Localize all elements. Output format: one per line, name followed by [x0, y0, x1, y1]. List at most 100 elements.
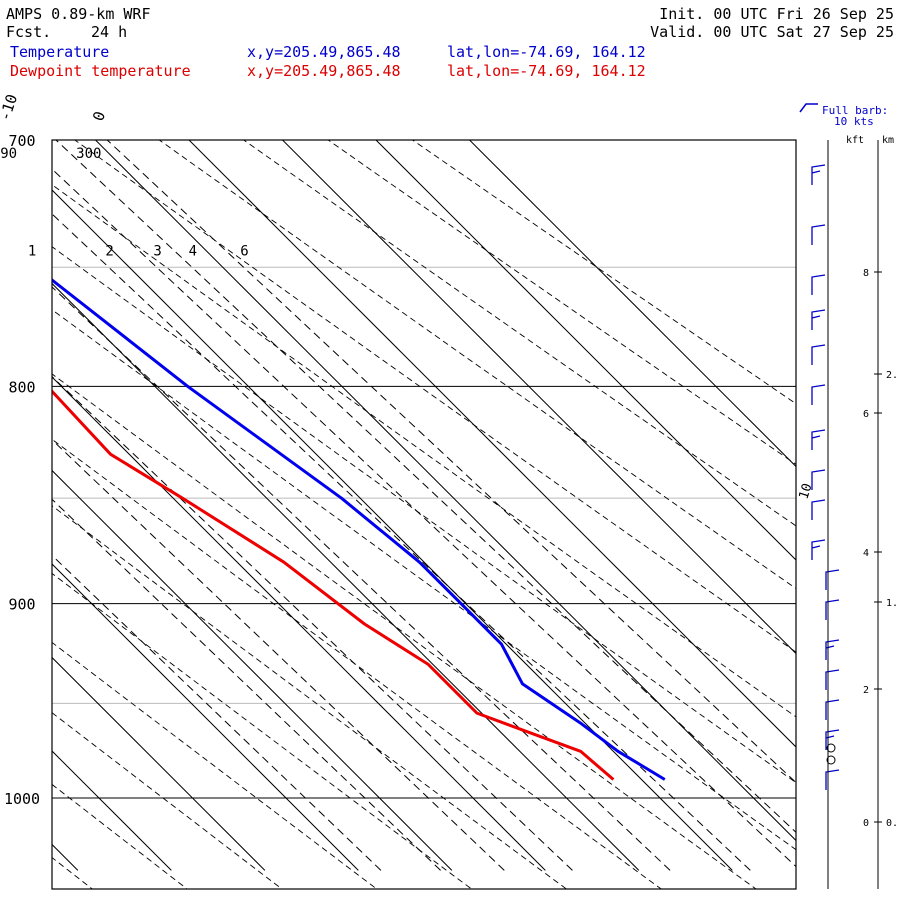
- isotherm-line: [52, 750, 172, 871]
- wind-barb: [811, 224, 826, 245]
- kft-tick-label: 0: [863, 818, 869, 829]
- km-tick-label: 2.: [886, 370, 898, 381]
- mixing-ratio-line: [52, 286, 671, 871]
- dry-adiabat-line: [158, 140, 796, 590]
- wind-barb: [825, 769, 840, 790]
- forecast-hours: 24 h: [91, 23, 128, 41]
- isotherm-line: [375, 140, 796, 561]
- wind-barb: [825, 569, 840, 590]
- dry-adiabat-line: [52, 572, 473, 889]
- kft-tick-label: 6: [863, 409, 869, 420]
- wind-barb: [825, 729, 840, 750]
- valid-time: Valid. 00 UTC Sat 27 Sep 25: [650, 23, 894, 41]
- dry-adiabat-line: [74, 140, 796, 653]
- isotherm-line: [52, 189, 733, 871]
- wind-barb: [811, 499, 826, 520]
- dry-adiabat-line: [0, 87, 10, 899]
- mixing-ratio-line: [52, 439, 505, 871]
- barb-key-line2: 10 kts: [834, 115, 874, 128]
- dewpoint-profile-line: [52, 389, 615, 781]
- kft-tick-label: 8: [863, 268, 869, 279]
- wind-barb: [811, 539, 826, 560]
- dry-adiabat-line: [52, 783, 188, 889]
- temp-latlon: lat,lon=-74.69, 164.12: [447, 43, 646, 61]
- wind-barb: [811, 384, 826, 405]
- wind-barb: [811, 164, 826, 185]
- km-tick-label: 0.: [886, 818, 898, 829]
- pressure-label: 800: [8, 378, 35, 396]
- dry-adiabat-line: [52, 505, 568, 889]
- isotherm-line: [52, 656, 266, 871]
- dry-adiabat-line: [52, 246, 796, 784]
- dry-adiabat-line: [52, 309, 796, 851]
- mixing-ratio-label: 3: [153, 243, 161, 259]
- km-tick-label: 1.: [886, 598, 898, 609]
- kft-tick-label: 4: [863, 548, 869, 559]
- dry-adiabat-line: [52, 438, 663, 889]
- mixing-ratio-label: 1: [28, 243, 36, 259]
- theta-label: 300: [76, 146, 101, 162]
- theta-label: 290: [0, 146, 17, 162]
- wind-barb: [825, 639, 840, 660]
- mixing-ratio-line: [52, 168, 796, 868]
- dewp-latlon: lat,lon=-74.69, 164.12: [447, 62, 646, 80]
- mixing-ratio-line: [106, 140, 796, 784]
- wind-barbs: 10: [797, 164, 840, 790]
- km-label: km: [882, 135, 894, 146]
- isotherm-line: [52, 282, 640, 871]
- wind-barb: [825, 599, 840, 620]
- dry-adiabat-line: [52, 641, 378, 889]
- wind-barb: [811, 429, 826, 450]
- mixing-ratio-line: [52, 375, 573, 871]
- dewp-xy: x,y=205.49,865.48: [247, 62, 401, 80]
- mixing-ratio-line: [52, 554, 382, 871]
- height-axis: kft km 8 6 4 2 0 2. 1. 0.: [827, 135, 898, 889]
- dry-adiabat-line: [242, 140, 796, 527]
- legend-dewpoint: Dewpoint temperature: [10, 62, 191, 80]
- dry-adiabat-line: [411, 140, 796, 405]
- calm-wind-circle: [826, 755, 836, 765]
- isotherm-label: -10: [0, 92, 21, 123]
- dry-adiabat-line: [52, 373, 757, 889]
- plot-frame: [51, 139, 797, 890]
- pressure-label: 1000: [4, 790, 40, 808]
- init-time: Init. 00 UTC Fri 26 Sep 25: [659, 5, 894, 23]
- pressure-label: 700: [8, 132, 35, 150]
- mixing-ratio-label: 4: [189, 243, 197, 259]
- isotherm-line: [52, 469, 453, 871]
- wind-barb: [811, 469, 826, 490]
- barb-key: Full barb: 10 kts: [799, 103, 888, 128]
- dry-adiabat-line: [327, 140, 796, 465]
- model-title: AMPS 0.89-km WRF: [6, 5, 151, 23]
- sounding-profiles: [52, 278, 666, 781]
- pressure-label: 900: [8, 596, 35, 614]
- wind-barb: [811, 344, 826, 365]
- isotherm-line: [469, 140, 796, 468]
- isotherm-line: [52, 843, 79, 871]
- mixing-ratio-line: [52, 213, 751, 871]
- wind-barb: [825, 699, 840, 720]
- kft-label: kft: [846, 135, 864, 146]
- isotherm-line: [95, 140, 796, 842]
- dry-adiabat-line: [52, 184, 796, 718]
- temp-xy: x,y=205.49,865.48: [247, 43, 401, 61]
- wind-speed-label: 10: [797, 482, 816, 502]
- dry-adiabat-line: [52, 712, 283, 889]
- barb-key-line1: Full barb:: [822, 104, 888, 117]
- temperature-profile-line: [52, 278, 666, 781]
- isotherm-line: [282, 140, 796, 655]
- mixing-ratio-label: 2: [105, 243, 113, 259]
- wind-barb: [811, 274, 826, 295]
- kft-tick-label: 2: [863, 685, 869, 696]
- isotherm-line: [52, 376, 546, 871]
- forecast-label: Fcst.: [6, 23, 52, 41]
- isotherm-line: [52, 563, 359, 871]
- wind-barb: [825, 669, 840, 690]
- mixing-ratio-line: [52, 498, 441, 871]
- isotherm-label: 0: [89, 109, 109, 123]
- mixing-ratio-label: 6: [240, 243, 248, 259]
- mixing-ratio-line: [55, 140, 796, 833]
- calm-wind-circle: [826, 743, 836, 753]
- isotherm-line: [188, 140, 796, 748]
